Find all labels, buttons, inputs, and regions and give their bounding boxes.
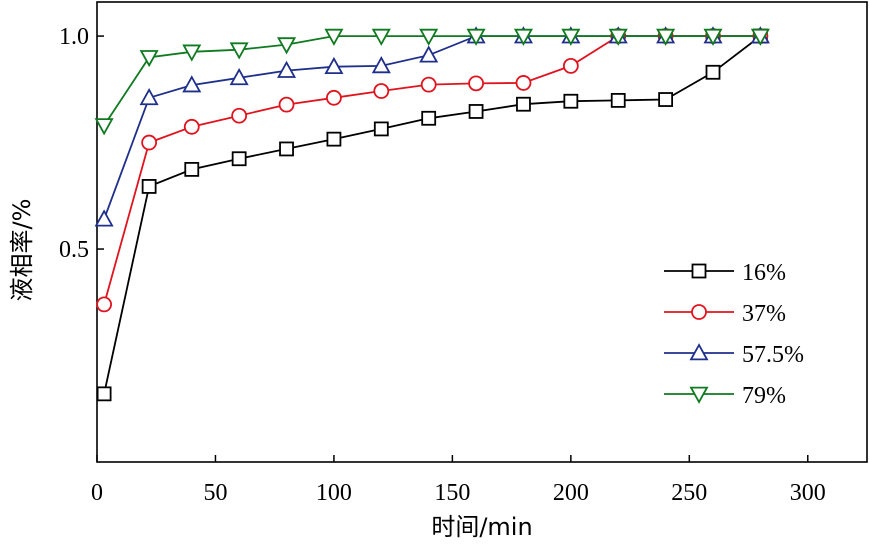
data-point [229,42,249,60]
legend-item: 57.5% [664,342,804,368]
x-tick-label: 50 [203,480,227,506]
legend-item: 37% [664,301,786,327]
data-point [468,75,484,92]
data-point [421,110,437,126]
x-tick-label: 200 [553,480,589,506]
data-point [324,28,344,46]
data-point [183,118,200,135]
legend-marker [689,343,709,361]
data-point [182,44,202,62]
x-tick-label: 300 [790,480,826,506]
legend-marker [691,263,707,279]
data-point [326,131,342,147]
y-tick-label: 0.5 [59,237,89,263]
data-point [658,92,674,107]
x-tick-label: 0 [91,480,103,506]
data-point [96,386,112,402]
legend-item: 16% [664,260,786,286]
data-point [182,75,202,93]
data-point [373,83,390,99]
data-point [141,134,158,151]
series-line [103,35,761,305]
legend-marker [691,304,707,320]
data-point [139,50,159,68]
data-point [516,96,531,112]
legend-label: 57.5% [742,342,804,368]
data-point [231,151,247,167]
x-tick-label: 150 [434,480,470,506]
data-point [94,118,114,136]
y-axis: 0.5 1.0 [59,24,104,263]
data-point [419,45,439,63]
data-point [750,28,770,46]
data-point [277,37,297,55]
x-axis-title: 时间/min [431,513,532,541]
data-point [371,28,391,46]
data-point [94,209,114,227]
legend-item: 79% [664,383,786,409]
legend-marker [689,386,709,404]
data-point [703,28,723,46]
x-axis: 0 50 100 150 200 250 300 [91,455,826,506]
data-point [277,60,297,78]
series-4 [94,28,770,136]
series-1 [96,28,768,402]
y-tick-label: 1.0 [59,24,89,50]
data-point [608,28,628,46]
data-point [96,296,113,313]
data-point [562,57,579,74]
data-point [561,28,581,46]
data-point [705,64,721,80]
data-point [279,141,294,157]
data-point [610,92,626,108]
data-point [184,161,200,177]
data-point [468,104,484,119]
data-point [141,179,157,194]
x-tick-label: 100 [316,480,352,506]
x-tick-label: 250 [671,480,707,506]
series-line [103,35,761,220]
legend: 16% 37% 57.5% 79% [664,260,804,409]
data-point [324,56,344,75]
data-point [278,96,295,113]
data-point [515,75,532,91]
data-point [229,67,249,86]
legend-label: 79% [742,383,786,409]
series-layer [94,26,770,402]
y-axis-title: 液相率/% [8,199,36,302]
data-point [139,87,159,106]
data-point [231,107,248,124]
data-point [373,121,389,137]
data-point [419,28,439,46]
legend-label: 16% [742,260,786,286]
data-point [326,89,342,106]
plot-frame [96,1,868,463]
data-point [371,56,391,74]
legend-label: 37% [742,301,786,327]
data-point [513,28,533,46]
data-point [466,28,486,46]
data-point [563,93,579,109]
data-point [656,28,676,46]
data-point [420,76,437,93]
